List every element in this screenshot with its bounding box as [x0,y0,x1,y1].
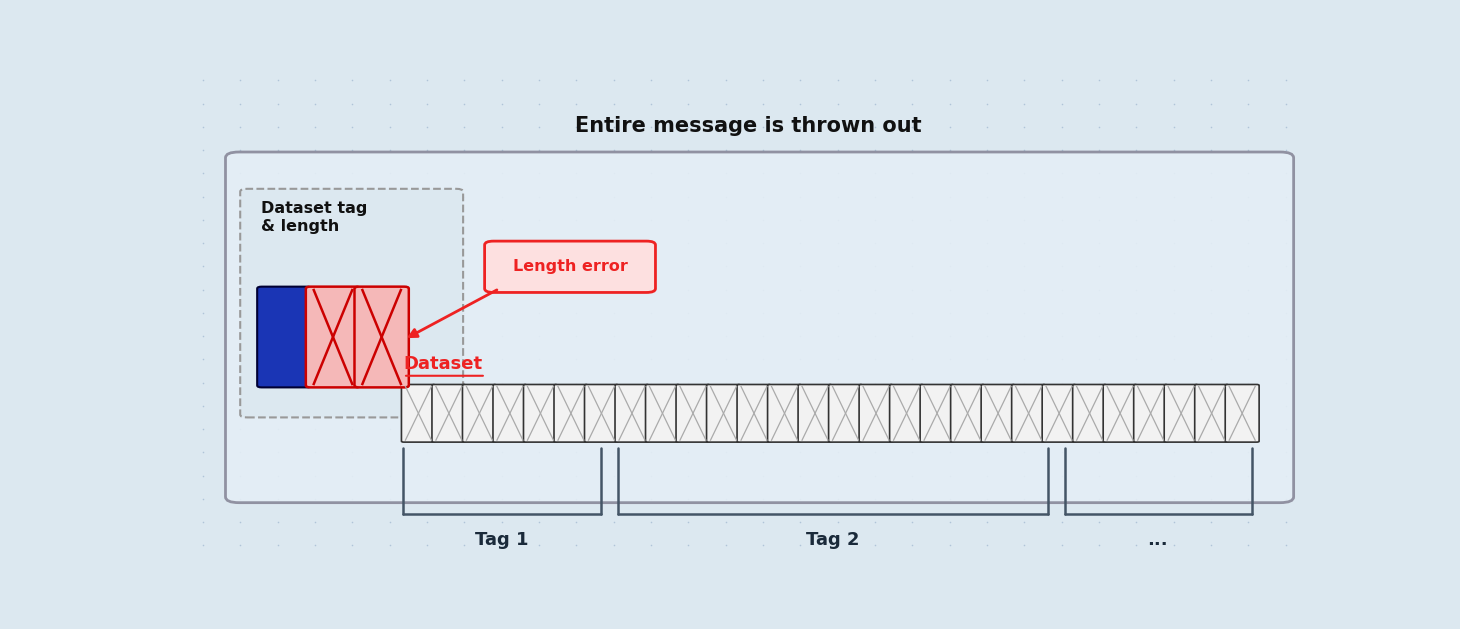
FancyBboxPatch shape [858,384,894,442]
FancyBboxPatch shape [676,384,710,442]
Text: Entire message is thrown out: Entire message is thrown out [575,116,921,136]
FancyBboxPatch shape [584,384,619,442]
Text: Tag 2: Tag 2 [806,532,860,550]
FancyBboxPatch shape [1042,384,1076,442]
Text: Length error: Length error [512,259,628,274]
FancyBboxPatch shape [553,384,588,442]
FancyBboxPatch shape [225,152,1294,503]
FancyBboxPatch shape [355,287,409,387]
FancyBboxPatch shape [524,384,558,442]
FancyBboxPatch shape [829,384,863,442]
FancyBboxPatch shape [463,384,496,442]
Text: Dataset: Dataset [403,355,482,374]
FancyBboxPatch shape [241,189,463,418]
FancyBboxPatch shape [981,384,1015,442]
FancyBboxPatch shape [1164,384,1199,442]
FancyBboxPatch shape [305,287,361,387]
FancyBboxPatch shape [707,384,740,442]
FancyBboxPatch shape [799,384,832,442]
FancyBboxPatch shape [920,384,953,442]
FancyBboxPatch shape [257,287,311,387]
FancyBboxPatch shape [889,384,924,442]
FancyBboxPatch shape [493,384,527,442]
Text: ...: ... [1148,532,1168,550]
FancyBboxPatch shape [1104,384,1137,442]
FancyBboxPatch shape [1194,384,1229,442]
FancyBboxPatch shape [402,384,435,442]
Text: Dataset tag
& length: Dataset tag & length [260,201,366,234]
FancyBboxPatch shape [1133,384,1168,442]
FancyBboxPatch shape [1073,384,1107,442]
FancyBboxPatch shape [1012,384,1045,442]
FancyBboxPatch shape [1225,384,1259,442]
FancyBboxPatch shape [645,384,679,442]
FancyBboxPatch shape [432,384,466,442]
FancyBboxPatch shape [615,384,648,442]
FancyBboxPatch shape [768,384,802,442]
Text: Tag 1: Tag 1 [474,532,529,550]
FancyBboxPatch shape [485,241,656,292]
FancyBboxPatch shape [950,384,984,442]
FancyBboxPatch shape [737,384,771,442]
